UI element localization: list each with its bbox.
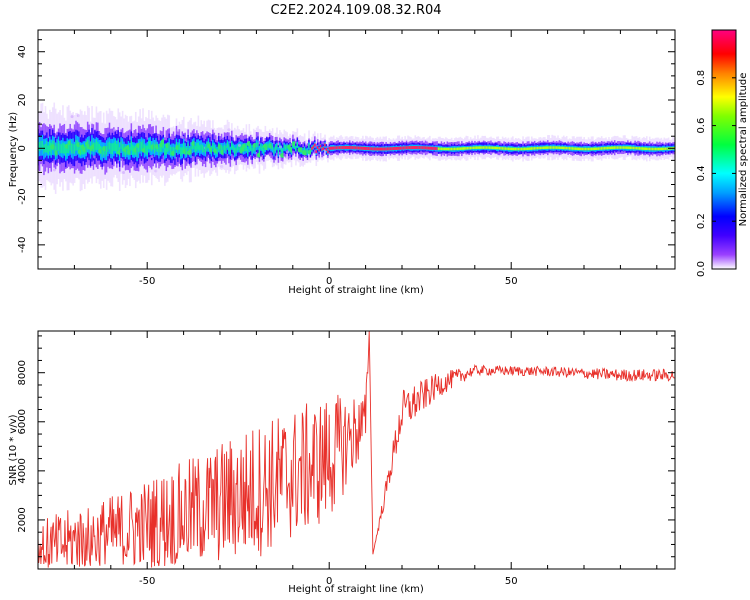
y-tick-label: 6000 [17, 409, 28, 434]
snr-panel: -50 0 50 2000 4000 6000 8000 Height of straigh… [8, 330, 676, 595]
spectrogram-xlabel: Height of straight line (km) [288, 285, 424, 296]
x-tick-label: 0 [326, 576, 332, 587]
colorbar: 0.0 0.2 0.4 0.6 0.8 Normalized spectral ampl… [696, 29, 749, 277]
y-tick-label: 8000 [17, 360, 28, 385]
colorbar-tick-label: 0.2 [696, 213, 707, 229]
spectrogram-ticks: -50 0 50 -40 -20 0 20 40 [17, 30, 675, 287]
y-tick-label: -20 [17, 188, 28, 204]
colorbar-ticks: 0.0 0.2 0.4 0.6 0.8 [696, 70, 736, 277]
y-tick-label: 2000 [17, 507, 28, 532]
x-tick-label: 0 [326, 276, 332, 287]
colorbar-label: Normalized spectral amplitude [738, 73, 749, 227]
colorbar-tick-label: 0.6 [696, 118, 707, 134]
x-tick-label: -50 [139, 276, 155, 287]
snr-ticks: -50 0 50 2000 4000 6000 8000 [17, 331, 675, 587]
spectrogram-ylabel: Frequency (Hz) [8, 112, 19, 188]
spectrogram-heatmap [38, 102, 675, 194]
y-tick-label: 4000 [17, 458, 28, 483]
spectrogram-panel: -50 0 50 -40 -20 0 20 40 Height of straight lin… [8, 29, 676, 296]
snr-frame [37, 330, 676, 570]
snr-xlabel: Height of straight line (km) [288, 584, 424, 595]
chart-title: C2E2.2024.109.08.32.R04 [270, 3, 441, 18]
colorbar-tick-label: 0.8 [696, 70, 707, 86]
y-tick-label: -40 [17, 237, 28, 253]
y-tick-label: 0 [17, 145, 28, 151]
snr-ylabel: SNR (10 * v/v) [8, 414, 19, 485]
y-tick-label: 40 [17, 45, 28, 58]
snr-series-line [38, 331, 675, 568]
x-tick-label: 50 [505, 276, 518, 287]
x-tick-label: -50 [139, 576, 155, 587]
colorbar-tick-label: 0.4 [696, 165, 707, 181]
spectrogram-frame [37, 29, 676, 270]
colorbar-tick-label: 0.0 [696, 261, 707, 277]
y-tick-label: 20 [17, 94, 28, 107]
colorbar-scale [711, 29, 737, 270]
x-tick-label: 50 [505, 576, 518, 587]
